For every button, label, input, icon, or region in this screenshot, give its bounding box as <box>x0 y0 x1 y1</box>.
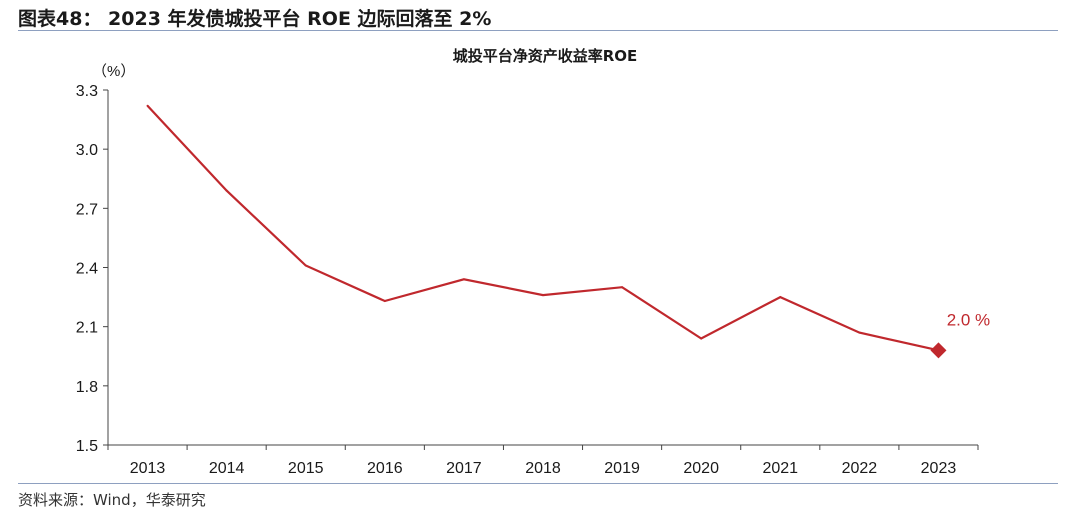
data-point <box>542 294 544 297</box>
roe-series-line <box>146 105 939 352</box>
last-value-label: 2.0 % <box>947 310 990 329</box>
x-tick-label: 2018 <box>525 460 561 477</box>
x-tick-label: 2020 <box>683 460 719 477</box>
last-point-diamond-marker <box>930 342 947 359</box>
x-ticks: 2013 2014 2015 2016 2017 2018 2019 2020 2021 2022… <box>107 445 979 477</box>
series-points <box>146 104 947 359</box>
source-note: 资料来源：Wind，华泰研究 <box>18 491 206 509</box>
data-point <box>621 286 624 289</box>
x-tick-label: 2015 <box>288 460 324 477</box>
x-tick-label: 2013 <box>130 460 166 477</box>
y-tick-label: 2.4 <box>76 261 98 278</box>
top-rule <box>18 30 1058 31</box>
data-point <box>779 296 782 299</box>
data-point <box>383 300 386 303</box>
bottom-rule <box>18 483 1058 484</box>
x-tick-label: 2017 <box>446 460 482 477</box>
data-point <box>225 189 228 192</box>
x-tick-label: 2019 <box>604 460 640 477</box>
x-tick-label: 2022 <box>842 460 878 477</box>
figure-title: 图表48： 2023 年发债城投平台 ROE 边际回落至 2% <box>18 8 492 30</box>
chart-title: 城投平台净资产收益率ROE <box>453 47 638 65</box>
x-tick-label: 2021 <box>762 460 798 477</box>
y-tick-label: 1.5 <box>76 438 98 455</box>
y-tick-label: 3.0 <box>76 142 98 159</box>
y-unit-label: （%） <box>92 63 135 80</box>
y-ticks: 1.5 1.8 2.1 2.4 2.7 3.0 3.3 <box>76 83 108 455</box>
x-tick-label: 2014 <box>209 460 245 477</box>
data-point <box>700 337 703 340</box>
x-tick-label: 2016 <box>367 460 403 477</box>
y-tick-label: 3.3 <box>76 83 98 100</box>
data-point <box>462 278 465 281</box>
data-point <box>146 104 149 107</box>
y-tick-label: 2.7 <box>76 201 98 218</box>
data-point <box>858 331 861 334</box>
y-tick-label: 1.8 <box>76 379 98 396</box>
y-tick-label: 2.1 <box>76 320 98 337</box>
x-tick-label: 2023 <box>921 460 957 477</box>
data-point <box>304 264 307 267</box>
